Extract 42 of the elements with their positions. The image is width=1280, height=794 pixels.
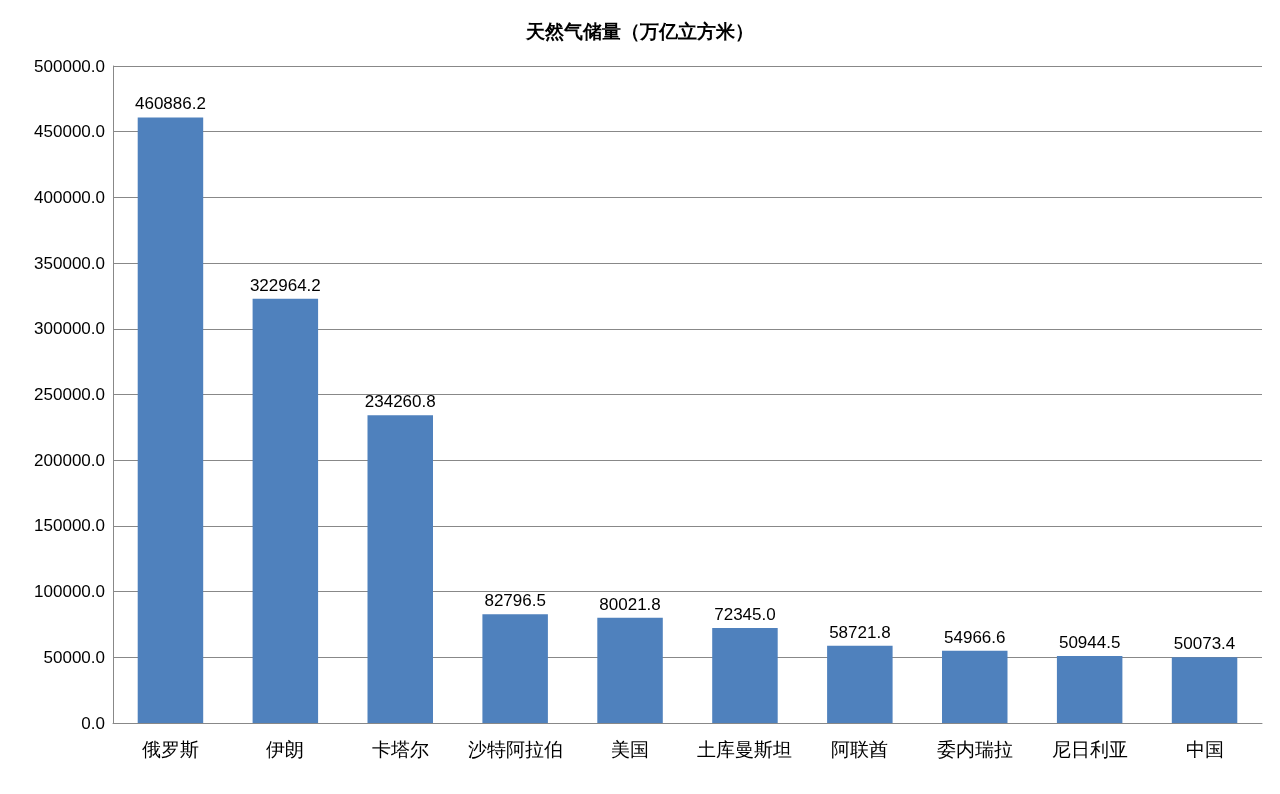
data-label: 80021.8: [599, 594, 661, 614]
data-label: 50944.5: [1058, 633, 1121, 653]
bar: [137, 117, 204, 723]
y-tick-label: 200000.0: [34, 450, 105, 470]
y-tick-label: 350000.0: [34, 253, 105, 273]
x-tick-label: 伊朗: [266, 737, 305, 760]
bar: [1056, 656, 1123, 723]
bar: [1171, 657, 1238, 723]
x-tick-label: 委内瑞拉: [936, 737, 1013, 760]
data-label: 72345.0: [714, 604, 776, 624]
x-tick-label: 卡塔尔: [371, 737, 429, 760]
y-tick-label: 50000.0: [43, 647, 105, 667]
y-tick-label: 150000.0: [34, 516, 105, 536]
data-label: 322964.2: [249, 275, 321, 295]
y-tick-label: 400000.0: [34, 187, 105, 207]
bar: [942, 650, 1008, 723]
y-tick-label: 100000.0: [34, 582, 105, 602]
data-label: 58721.8: [829, 622, 891, 642]
bar: [367, 415, 433, 723]
x-tick-label: 尼日利亚: [1051, 737, 1128, 760]
bar: [597, 617, 663, 723]
bar: [482, 614, 548, 723]
bar: [712, 627, 778, 723]
x-tick-label: 中国: [1185, 737, 1224, 760]
y-tick-label: 450000.0: [34, 122, 105, 142]
x-tick-label: 土库曼斯坦: [697, 737, 793, 760]
x-tick-label: 美国: [611, 737, 650, 760]
chart-title: 天然气储量（万亿立方米）: [525, 19, 754, 42]
x-tick-label: 沙特阿拉伯: [467, 737, 563, 760]
data-label: 234260.8: [364, 392, 436, 412]
data-label: 50073.4: [1173, 634, 1236, 654]
data-label: 460886.2: [135, 94, 206, 114]
bar: [827, 645, 893, 723]
y-tick-label: 300000.0: [34, 319, 105, 339]
y-tick-label: 500000.0: [34, 56, 105, 76]
bar: [252, 298, 319, 723]
x-tick-label: 俄罗斯: [141, 737, 199, 760]
data-label: 82796.5: [484, 591, 546, 611]
x-tick-label: 阿联酋: [831, 737, 889, 760]
data-label: 54966.6: [944, 627, 1006, 647]
y-tick-label: 0.0: [81, 713, 105, 733]
y-tick-label: 250000.0: [34, 385, 105, 404]
